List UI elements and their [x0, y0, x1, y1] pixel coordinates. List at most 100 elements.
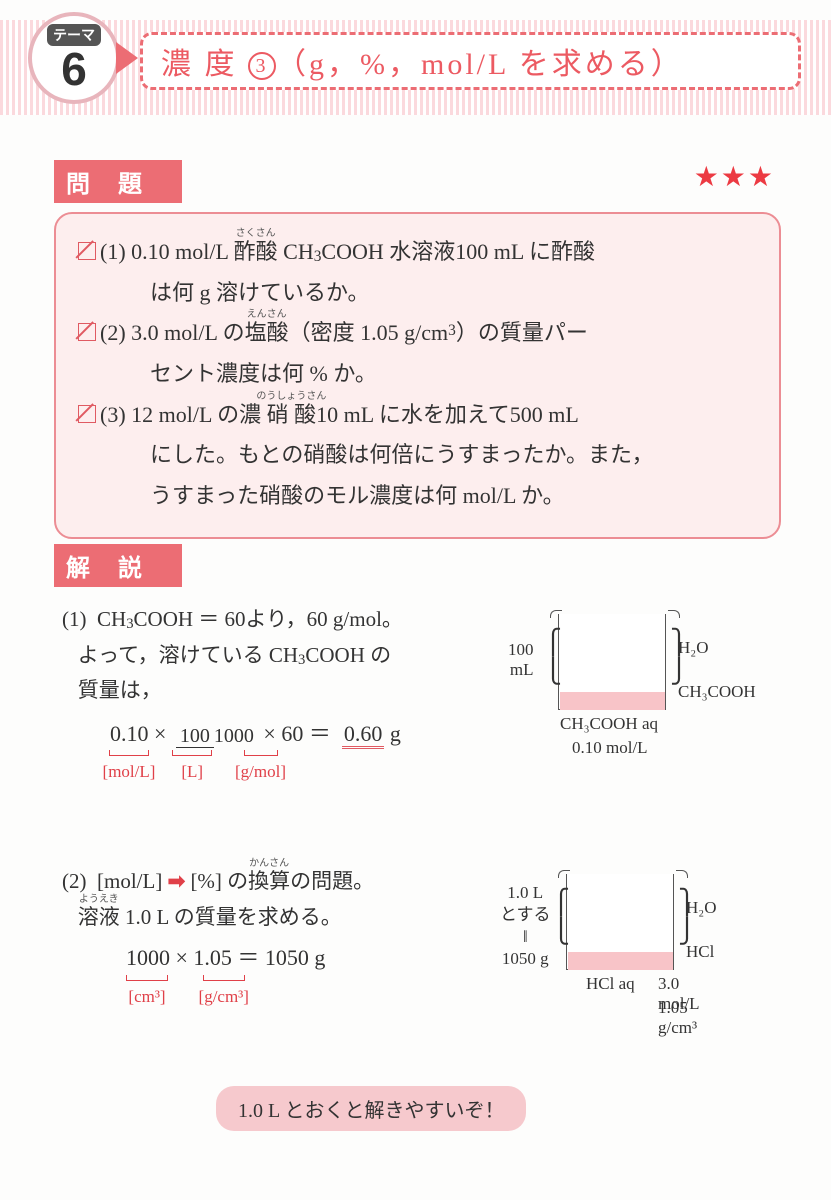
- p1-ruby: さくさん酢酸: [234, 239, 278, 264]
- p2-t3: ）の質量パー: [456, 320, 588, 345]
- problem-box: (1) 0.10 mol/L さくさん酢酸 CH3COOH 水溶液100 mL …: [54, 212, 781, 539]
- s2-rb1: 換算: [248, 869, 290, 893]
- title-arrow-icon: [116, 42, 138, 74]
- problem-heading: 問題: [54, 160, 182, 203]
- p3-t1: 12 mol/L の濃: [131, 402, 266, 427]
- theme-number: 6: [61, 46, 87, 92]
- s2-l2: 1.0 L の質量を求める。: [120, 905, 342, 929]
- s2-num: (2): [62, 869, 87, 893]
- title-prefix: 濃 度: [161, 48, 248, 81]
- title-circle-number: 3: [248, 52, 276, 80]
- b2-h2o: H₂O: [686, 898, 716, 918]
- s2-l1a: [mol/L]: [97, 869, 162, 893]
- p3-num: (3): [100, 402, 126, 427]
- br-cm3: [cm³]: [128, 987, 165, 1006]
- p2-t1: 3.0 mol/L の: [131, 320, 244, 345]
- b2-v4: 1050 g: [502, 949, 549, 968]
- s2-ruby2: ようえき溶液: [78, 905, 120, 929]
- s1-eq-b: × 60 ＝: [263, 721, 330, 746]
- b1-conc: 0.10 mol/L: [572, 738, 648, 758]
- p3-t2: 10 mL に水を加えて500 mL: [316, 402, 579, 427]
- frac-den: 1000: [214, 725, 254, 747]
- section-problem-label: 問題: [54, 160, 182, 203]
- p2-ruby: えんさん塩酸: [245, 320, 289, 345]
- br-L: [L]: [181, 762, 203, 781]
- s2-rt1: かんさん: [249, 855, 289, 872]
- explain-heading: 解説: [54, 544, 182, 587]
- brace-icon: ⎧⎩: [552, 888, 570, 946]
- problem-2: (2) 3.0 mol/L のえんさん塩酸（密度 1.05 g/cm3）の質量パ…: [78, 313, 757, 394]
- p1-rt: さくさん: [236, 225, 276, 244]
- s1-l1b: COOH ＝ 60より，60 g/mol。: [134, 607, 403, 631]
- s1-unit: g: [384, 721, 401, 746]
- s2-l1b: [%]: [190, 869, 221, 893]
- p2-rt: えんさん: [247, 306, 287, 325]
- p2-num: (2): [100, 320, 126, 345]
- beaker-liquid-icon: [560, 692, 665, 710]
- b1-vol-n: 100: [508, 640, 534, 659]
- p1-t2: CH: [278, 239, 314, 264]
- title-box: 濃 度 3（g，%，mol/L を求める）: [140, 32, 801, 90]
- problem-1: (1) 0.10 mol/L さくさん酢酸 CH3COOH 水溶液100 mL …: [78, 232, 757, 313]
- br-gcm3: [g/cm³]: [199, 987, 249, 1006]
- b2-solute: HCl: [686, 942, 714, 962]
- s2-rt2: ようえき: [79, 891, 119, 908]
- b1-vol-u: mL: [510, 660, 534, 679]
- brace-icon: ⎧⎩: [544, 628, 562, 686]
- problem-3: (3) 12 mol/L の濃 のうしょうさん硝 酸10 mL に水を加えて50…: [78, 395, 757, 517]
- s1-l3: 質量は，: [78, 678, 162, 702]
- b1-solute: CH₃COOH: [678, 682, 756, 702]
- b2-volblock: 1.0 L とする ‖ 1050 g: [500, 882, 551, 970]
- br-gmol: [g/mol]: [235, 762, 286, 781]
- s2-ruby1: かんさん換算: [248, 869, 290, 893]
- s1-l2b: COOH の: [305, 643, 391, 667]
- s1-l1a: CH: [97, 607, 126, 631]
- b2-aq: HCl aq: [586, 974, 635, 994]
- p1-num: (1): [100, 239, 126, 264]
- s2-eq-a: 1000 × 1.05 ＝ 1050 g: [126, 945, 325, 970]
- beaker-1: 100mL ⎧⎩ ⎫⎭ H₂O CH₃COOH CH₃COOH aq 0.10 …: [540, 610, 690, 720]
- b2-v1: 1.0 L: [507, 883, 543, 902]
- beaker-rim-icon: [668, 610, 680, 618]
- s1-eq-a: 0.10 ×: [110, 721, 166, 746]
- theme-badge: テーマ 6: [28, 12, 120, 104]
- checkbox-icon: [78, 242, 96, 260]
- b2-v2: とする: [500, 905, 551, 924]
- s2-rb2: 溶液: [78, 905, 120, 929]
- s1-equation: 0.10 × 1001000 × 60 ＝ 0.60 g: [110, 715, 781, 752]
- p2-line2: セント濃度は何 % か。: [78, 354, 757, 395]
- p3-line2: にした。もとの硝酸は何倍にうすまったか。また，: [78, 435, 757, 476]
- arrow-icon: ➡: [168, 869, 186, 893]
- frac-num: 100: [176, 725, 214, 748]
- checkbox-icon: [78, 323, 96, 341]
- br-molL: [mol/L]: [103, 762, 156, 781]
- page-title: 濃 度 3（g，%，mol/L を求める）: [161, 39, 684, 83]
- s1-l2a: よって，溶けている CH: [78, 643, 298, 667]
- p2-t2: （密度 1.05 g/cm: [289, 320, 449, 345]
- b2-v3: ‖: [523, 927, 528, 946]
- b2-c2: 1.05 g/cm³: [658, 998, 698, 1038]
- p3-line3: うすまった硝酸のモル濃度は何 mol/L か。: [78, 476, 757, 517]
- s1-num: (1): [62, 607, 87, 631]
- beaker-2: 1.0 L とする ‖ 1050 g ⎧⎩ ⎫⎭ H₂O HCl HCl aq …: [548, 870, 698, 980]
- p1-line2: は何 g 溶けているか。: [78, 273, 757, 314]
- beaker-rim-icon: [676, 870, 688, 878]
- s2-l1d: の問題。: [290, 869, 374, 893]
- p3-ruby: のうしょうさん硝 酸: [267, 402, 317, 427]
- b1-vol: 100mL: [508, 640, 534, 680]
- difficulty-stars: ★★★: [694, 160, 775, 194]
- b1-aq: CH₃COOH aq: [560, 714, 658, 734]
- hint-bubble: 1.0 L とおくと解きやすいぞ！: [216, 1086, 526, 1131]
- s1-answer: 0.60: [342, 721, 385, 749]
- p1-t3: COOH 水溶液100 mL に酢酸: [321, 239, 595, 264]
- s2-l1c: の: [227, 869, 248, 893]
- p3-rt: のうしょうさん: [256, 388, 326, 407]
- checkbox-icon: [78, 405, 96, 423]
- section-explain-label: 解説: [54, 544, 182, 587]
- s1-bracket-row: [mol/L] [L] [g/mol]: [98, 750, 781, 787]
- beaker-liquid-icon: [568, 952, 673, 970]
- fraction: 1001000: [176, 726, 254, 747]
- b1-h2o: H₂O: [678, 638, 708, 658]
- title-suffix: （g，%，mol/L を求める）: [276, 48, 684, 81]
- p1-t1: 0.10 mol/L: [131, 239, 233, 264]
